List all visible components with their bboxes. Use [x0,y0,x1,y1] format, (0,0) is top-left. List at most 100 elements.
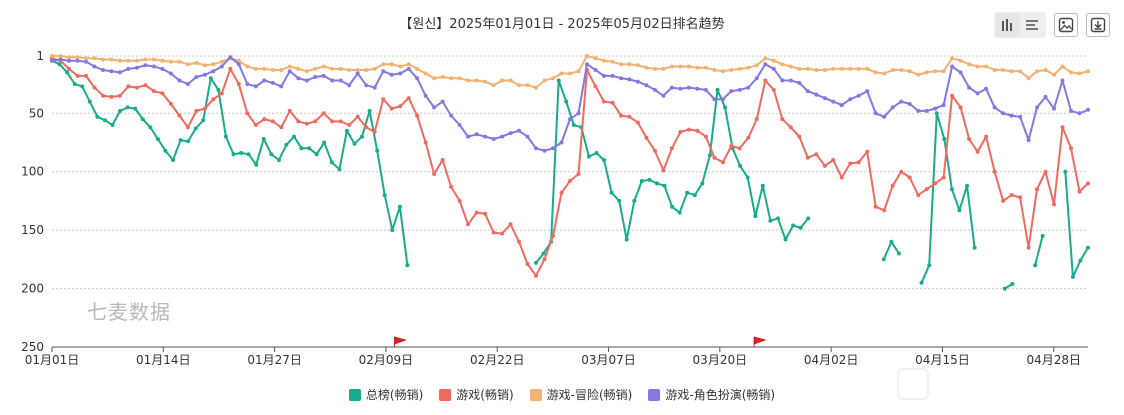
data-point [1035,69,1039,74]
data-point [389,62,394,67]
data-point [907,101,912,106]
data-point [568,117,572,122]
data-point [771,87,776,92]
data-point [134,85,139,90]
legend-swatch [648,388,661,401]
legend-label: 游戏-冒险(畅销) [546,388,633,402]
data-point [695,65,700,70]
data-point [896,251,901,256]
data-point [839,175,844,180]
data-point [1043,169,1048,174]
data-point [746,85,751,90]
data-point [542,78,547,83]
data-point [822,68,827,72]
data-point [780,78,785,83]
data-point [924,108,929,113]
data-point [788,125,793,130]
bar-chart-button[interactable] [996,13,1020,37]
legend-item-adventure[interactable]: 游戏-冒险(畅销) [529,386,633,403]
data-point [117,70,122,75]
data-point [814,68,819,72]
data-point [287,69,292,74]
data-point [635,79,640,84]
data-point [304,78,309,83]
data-point [508,131,513,136]
data-point [432,172,437,176]
data-point [347,83,352,88]
data-point [652,148,657,153]
data-point [483,134,488,139]
data-point [753,214,758,219]
data-point [907,69,912,74]
data-point [67,58,71,63]
data-point [236,82,241,86]
event-flag [753,336,767,347]
data-point [253,66,258,71]
x-tick-label: 01月01日 [25,353,80,367]
data-point [50,58,54,63]
data-point [279,68,284,72]
data-point [143,63,148,68]
data-point [329,160,334,165]
data-point [831,99,836,104]
data-point [831,66,836,71]
data-point [881,257,886,262]
legend-item-games[interactable]: 游戏(畅销) [439,386,514,403]
data-point [415,66,420,71]
data-point [729,89,734,94]
data-point [287,64,292,69]
data-point [865,149,870,154]
data-point [67,66,71,71]
data-point [856,160,861,165]
data-point [791,223,796,228]
data-point [1069,108,1073,113]
data-point [202,72,207,77]
data-point [279,125,284,130]
list-view-button[interactable] [1020,13,1044,37]
data-point [889,239,894,244]
x-tick-label: 04月28日 [1026,353,1081,367]
data-point [415,76,420,81]
y-tick-label: 200 [21,282,44,296]
data-point [882,114,887,119]
data-point [202,106,207,111]
data-point [101,57,105,62]
data-point [1002,286,1007,291]
data-point [975,91,980,96]
data-point [585,62,589,67]
data-point [466,134,471,139]
data-point [322,140,327,145]
data-point [466,78,471,83]
data-point [211,69,216,74]
data-point [788,64,793,69]
download-button[interactable] [1086,13,1110,37]
data-point [415,113,420,118]
data-point [627,114,632,119]
data-point [75,73,80,78]
data-point [178,138,183,143]
chart-type-toggle [994,12,1046,38]
legend-item-overall[interactable]: 总榜(畅销) [348,386,423,403]
data-point [344,128,349,133]
data-point [449,76,454,81]
data-point [1026,76,1031,81]
data-point [177,78,182,83]
data-point [942,137,947,141]
data-point [958,105,963,110]
legend-item-rpg[interactable]: 游戏-角色扮演(畅销) [648,386,775,403]
data-point [168,59,173,64]
data-point [941,103,946,108]
data-point [865,66,870,71]
data-point [760,183,765,188]
data-point [109,94,114,99]
data-point [406,96,411,101]
data-point [798,225,803,230]
data-point [483,211,488,216]
data-point [619,62,623,67]
save-image-button[interactable] [1054,13,1078,37]
x-tick-label: 04月02日 [804,353,859,367]
data-point [330,66,335,71]
data-point [899,169,904,174]
data-point [269,152,274,157]
